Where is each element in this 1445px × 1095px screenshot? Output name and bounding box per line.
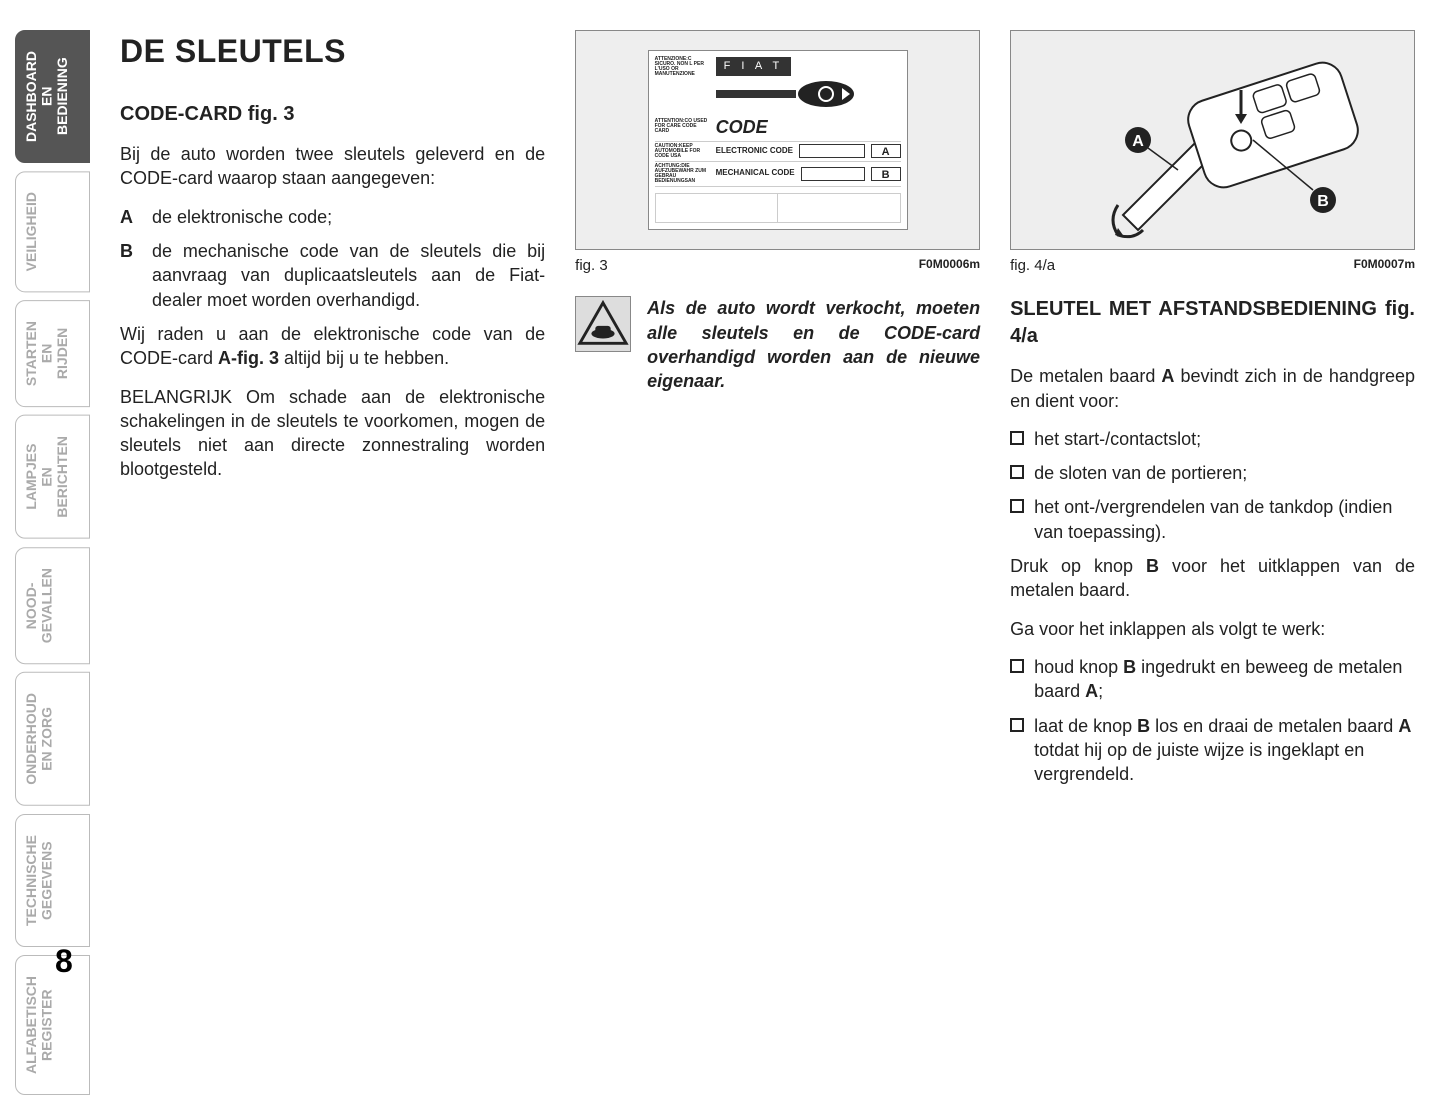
remote-key-diagram: A B xyxy=(1063,40,1363,240)
list-text-a: de elektronische code; xyxy=(152,205,332,229)
text: De metalen baard xyxy=(1010,366,1161,386)
code-box-a: A xyxy=(871,144,901,158)
warning-box: Als de auto wordt verkocht, moeten alle … xyxy=(575,296,980,393)
tab-starten[interactable]: STARTEN EN RIJDEN xyxy=(15,300,90,407)
text: ; xyxy=(1098,681,1103,701)
paragraph: De metalen baard A bevindt zich in de ha… xyxy=(1010,364,1415,413)
text-bold: A xyxy=(1398,716,1411,736)
section-tabs: DASHBOARD EN BEDIENING VEILIGHEID STARTE… xyxy=(0,0,90,998)
bullet-item: houd knop B ingedrukt en beweeg de metal… xyxy=(1010,655,1415,704)
figure-4a: A B xyxy=(1010,30,1415,250)
code-box-b: B xyxy=(871,167,901,181)
list-text-b: de mechanische code van de sleutels die … xyxy=(152,239,545,312)
page-title: DE SLEUTELS xyxy=(120,30,545,73)
svg-text:B: B xyxy=(1317,193,1329,210)
column-right: A B fig. 4/a F0M0007m SLEUTEL MET AFSTAN… xyxy=(1010,30,1415,998)
text-bold: B xyxy=(1146,556,1159,576)
text-bold: A xyxy=(1161,366,1174,386)
fig-label: fig. 3 xyxy=(575,256,608,276)
tiny-text: ATTENZIONE:C SICURO. NON L PER L'USO OR … xyxy=(655,57,710,77)
fig-code: F0M0007m xyxy=(1354,256,1415,276)
warning-text: Als de auto wordt verkocht, moeten alle … xyxy=(647,296,980,393)
fig-label: fig. 4/a xyxy=(1010,256,1055,276)
checkbox-icon xyxy=(1010,499,1024,513)
text: totdat hij op de juiste wijze is ingekla… xyxy=(1034,740,1364,784)
list-label-a: A xyxy=(120,205,138,229)
tab-lampjes[interactable]: LAMPJES EN BERICHTEN xyxy=(15,415,90,539)
bullet-text: het start-/contactslot; xyxy=(1034,427,1201,451)
text: laat de knop xyxy=(1034,716,1137,736)
manual-page: DASHBOARD EN BEDIENING VEILIGHEID STARTE… xyxy=(0,0,1445,998)
section-heading: SLEUTEL MET AFSTANDSBEDIENING fig. 4/a xyxy=(1010,296,1415,350)
page-number: 8 xyxy=(55,943,73,980)
section-heading: CODE-CARD fig. 3 xyxy=(120,101,545,128)
bullet-item: de sloten van de portieren; xyxy=(1010,461,1415,485)
paragraph: Wij raden u aan de elektronische code va… xyxy=(120,322,545,371)
bullet-text: houd knop B ingedrukt en beweeg de metal… xyxy=(1034,655,1415,704)
mechanical-code-label: MECHANICAL CODE xyxy=(716,168,795,179)
electronic-code-label: ELECTRONIC CODE xyxy=(716,146,793,157)
bullet-item: laat de knop B los en draai de metalen b… xyxy=(1010,714,1415,787)
bullet-text: het ont-/vergrendelen van de tankdop (in… xyxy=(1034,495,1415,544)
warning-triangle-icon xyxy=(575,296,631,352)
bullet-text: de sloten van de portieren; xyxy=(1034,461,1247,485)
text: altijd bij u te hebben. xyxy=(279,348,449,368)
checkbox-icon xyxy=(1010,659,1024,673)
page-content: DE SLEUTELS CODE-CARD fig. 3 Bij de auto… xyxy=(90,0,1445,998)
paragraph: Ga voor het inklappen als volgt te werk: xyxy=(1010,617,1415,641)
bullet-item: het ont-/vergrendelen van de tankdop (in… xyxy=(1010,495,1415,544)
checkbox-icon xyxy=(1010,431,1024,445)
svg-text:A: A xyxy=(1132,133,1144,150)
list-item-a: A de elektronische code; xyxy=(120,205,545,229)
key-icon xyxy=(716,80,856,108)
text-bold: B xyxy=(1123,657,1136,677)
list-item-b: B de mechanische code van de sleutels di… xyxy=(120,239,545,312)
text-bold: A xyxy=(1085,681,1098,701)
text: houd knop xyxy=(1034,657,1123,677)
bullet-item: het start-/contactslot; xyxy=(1010,427,1415,451)
tiny-text: CAUTION:KEEP AUTOMOBILE FOR CODE USA xyxy=(655,144,710,159)
text: Druk op knop xyxy=(1010,556,1146,576)
column-left: DE SLEUTELS CODE-CARD fig. 3 Bij de auto… xyxy=(120,30,545,998)
tiny-text: ACHTUNG:DIE AUFZUBEWAHR ZUM GEBRAU BEDIE… xyxy=(655,164,710,184)
paragraph: Bij de auto worden twee sleutels gelever… xyxy=(120,142,545,191)
tiny-text: ATTENTION:CO USED FOR CARE CODE CARD xyxy=(655,119,710,134)
code-label: CODE xyxy=(716,115,768,139)
tab-nood[interactable]: NOOD- GEVALLEN xyxy=(15,547,90,664)
tab-technische[interactable]: TECHNISCHE GEGEVENS xyxy=(15,814,90,947)
figure-3: ATTENZIONE:C SICURO. NON L PER L'USO OR … xyxy=(575,30,980,250)
fiat-logo: F I A T xyxy=(716,57,792,76)
tab-veiligheid[interactable]: VEILIGHEID xyxy=(15,171,90,292)
paragraph-important: BELANGRIJK Om schade aan de elektronisch… xyxy=(120,385,545,482)
checkbox-icon xyxy=(1010,718,1024,732)
tab-dashboard[interactable]: DASHBOARD EN BEDIENING xyxy=(15,30,90,163)
column-middle: ATTENZIONE:C SICURO. NON L PER L'USO OR … xyxy=(575,30,980,998)
figure-4a-caption: fig. 4/a F0M0007m xyxy=(1010,256,1415,276)
fig-code: F0M0006m xyxy=(919,256,980,276)
checkbox-icon xyxy=(1010,465,1024,479)
figure-3-caption: fig. 3 F0M0006m xyxy=(575,256,980,276)
bullet-text: laat de knop B los en draai de metalen b… xyxy=(1034,714,1415,787)
list-label-b: B xyxy=(120,239,138,312)
text-bold: A-fig. 3 xyxy=(218,348,279,368)
text: los en draai de metalen baard xyxy=(1150,716,1398,736)
text-bold: B xyxy=(1137,716,1150,736)
tab-register[interactable]: ALFABETISCH REGISTER xyxy=(15,955,90,1095)
code-card-diagram: ATTENZIONE:C SICURO. NON L PER L'USO OR … xyxy=(648,50,908,230)
tab-onderhoud[interactable]: ONDERHOUD EN ZORG xyxy=(15,672,90,806)
paragraph: Druk op knop B voor het uitklappen van d… xyxy=(1010,554,1415,603)
